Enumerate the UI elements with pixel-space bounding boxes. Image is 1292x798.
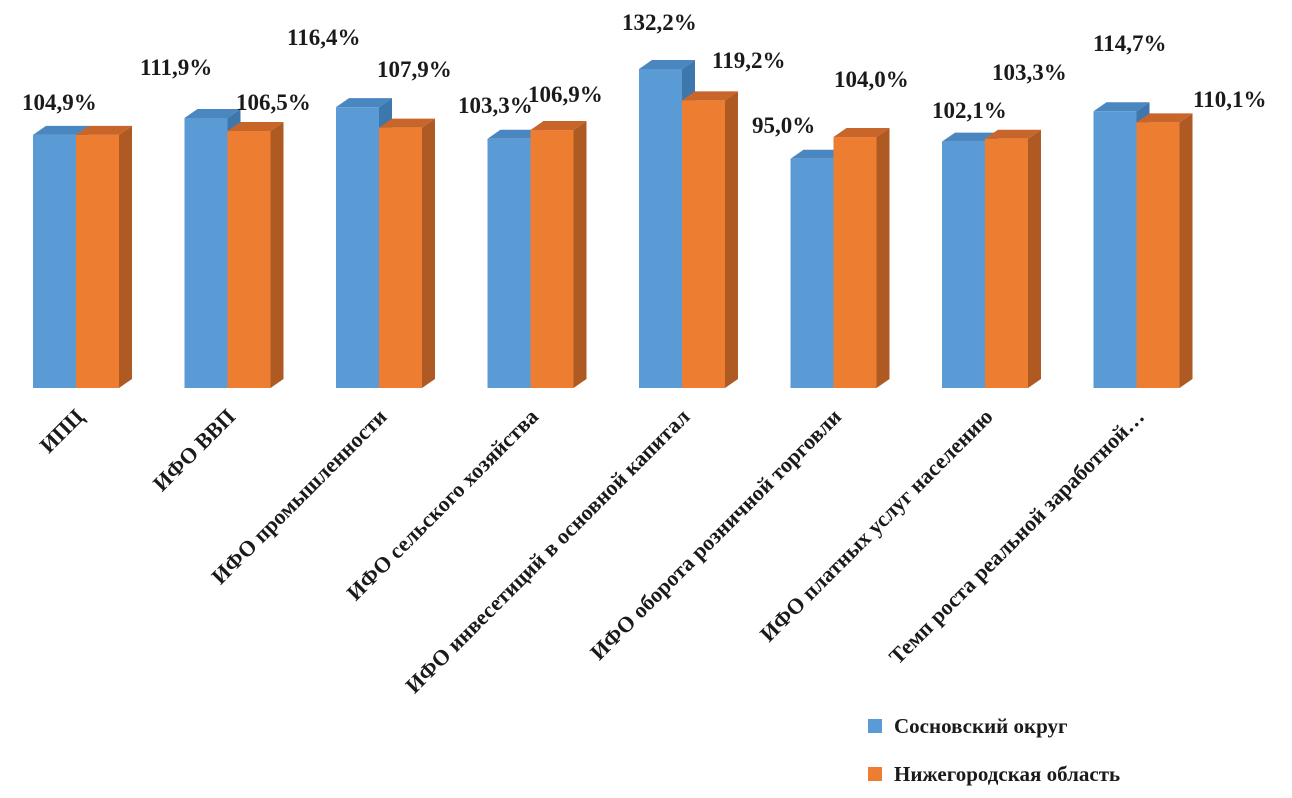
bar-top: [985, 129, 1041, 139]
bar-top: [487, 129, 544, 139]
bar-top: [833, 128, 890, 138]
bar-s2-8: [1136, 113, 1193, 388]
data-label-s1-8: 114,7%: [1093, 31, 1166, 56]
bar-top: [184, 108, 241, 118]
bar-s2-1: [76, 125, 132, 389]
category-label-5: ИФО инвесетиций в основной капитал: [400, 404, 694, 698]
data-label-s2-2: 106,5%: [236, 90, 311, 115]
data-label-s1-2: 111,9%: [140, 55, 212, 80]
bar-top: [33, 125, 89, 135]
bar-face: [76, 134, 119, 388]
legend-item-series-2: Нижегородская область: [868, 750, 1120, 798]
data-label-s1-7: 102,1%: [932, 98, 1007, 123]
data-label-s2-8: 110,1%: [1193, 87, 1266, 112]
bar-top: [942, 132, 998, 142]
category-label-8: Темп роста реальной заработной…: [884, 404, 1149, 669]
bar-face: [487, 138, 531, 388]
legend-label-series-1: Сосновский округ: [894, 713, 1068, 738]
bar-s2-6: [833, 128, 890, 388]
category-label-6: ИФО оборота розничной торговли: [585, 404, 846, 665]
bar-side: [1179, 113, 1193, 388]
data-label-s2-4: 106,9%: [528, 82, 603, 107]
bar-s2-5: [682, 91, 738, 388]
bar-face: [227, 131, 271, 388]
bar-face: [184, 117, 228, 388]
data-label-s1-5: 132,2%: [622, 10, 697, 35]
data-label-s2-3: 107,9%: [377, 57, 452, 82]
bar-face: [682, 100, 725, 388]
bar-side: [725, 91, 738, 388]
bar-face: [833, 137, 877, 388]
bar-top: [790, 149, 847, 159]
category-label-2: ИФО ВВП: [148, 404, 240, 496]
bar-top: [1136, 113, 1193, 123]
bar-top: [682, 91, 738, 101]
legend-swatch-series-2: [868, 767, 882, 781]
bar-face: [985, 138, 1028, 388]
data-label-s1-1: 104,9%: [22, 90, 97, 115]
legend-swatch-series-1: [868, 719, 882, 733]
bar-top: [379, 118, 435, 128]
bar-side: [270, 122, 284, 388]
bar-face: [790, 158, 834, 388]
data-label-s1-3: 116,4%: [287, 25, 360, 50]
legend-item-series-1: Сосновский округ: [868, 702, 1120, 750]
bar-s2-7: [985, 129, 1041, 388]
legend: Сосновский округ Нижегородская область: [868, 702, 1120, 798]
bar-top: [639, 60, 695, 69]
data-label-s2-5: 119,2%: [712, 48, 785, 73]
bar-side: [876, 128, 890, 388]
data-label-s1-4: 103,3%: [458, 93, 533, 118]
bar-top: [336, 98, 392, 108]
bar-side: [422, 118, 435, 388]
legend-label-series-2: Нижегородская область: [894, 761, 1121, 786]
bar-side: [573, 121, 587, 389]
category-label-3: ИФО промышленности: [206, 404, 391, 589]
bar-face: [1093, 111, 1137, 388]
bar-top: [227, 122, 284, 132]
bar-face: [1136, 122, 1180, 388]
bar-top: [1093, 102, 1150, 112]
bar-top: [530, 121, 587, 131]
bar-side: [1028, 129, 1041, 388]
data-label-s2-6: 104,0%: [834, 67, 909, 92]
category-label-1: ИПЦ: [35, 404, 89, 458]
bar-face: [379, 127, 422, 388]
bar-s2-3: [379, 118, 435, 388]
data-label-s2-7: 103,3%: [992, 60, 1067, 85]
bar-face: [336, 107, 379, 389]
bar-s2-2: [227, 122, 284, 388]
bar-face: [639, 69, 682, 388]
bar-face: [530, 130, 574, 388]
bar-s2-4: [530, 121, 587, 389]
bar-top: [76, 125, 132, 135]
bar-face: [942, 141, 985, 388]
data-label-s1-6: 95,0%: [752, 113, 815, 138]
bar-side: [119, 125, 132, 389]
bar-face: [33, 134, 76, 388]
